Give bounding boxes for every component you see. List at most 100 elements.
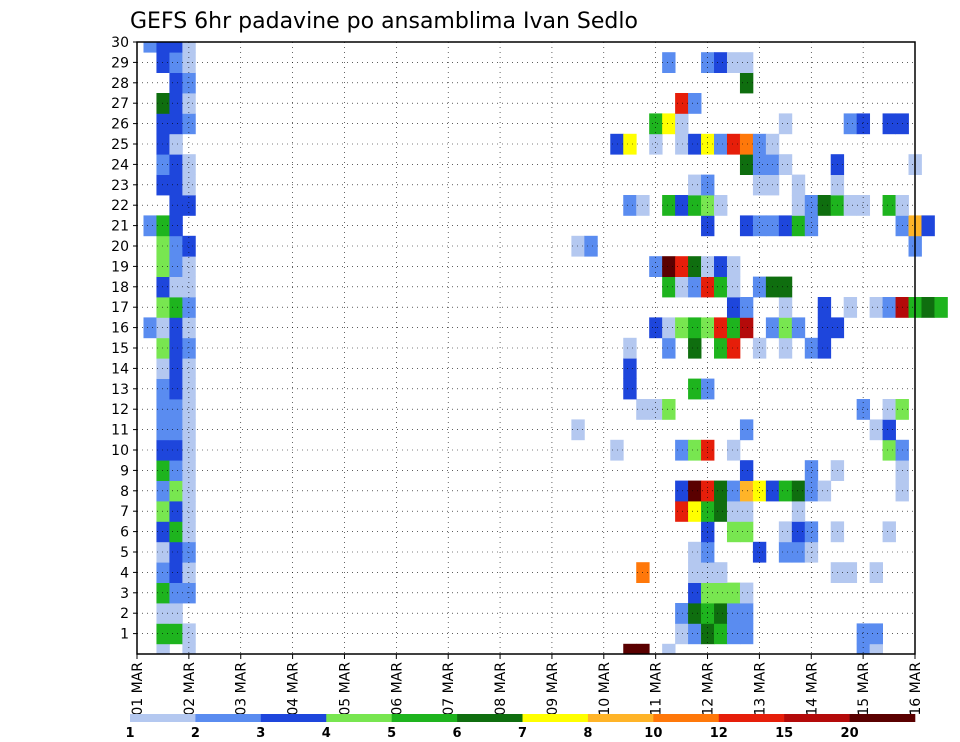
heatmap-cell <box>856 195 871 216</box>
heatmap-cell <box>169 419 183 441</box>
heatmap-cell <box>752 154 767 175</box>
heatmap-cell <box>662 399 676 420</box>
colorbar-label: 12 <box>710 726 728 741</box>
heatmap-cell <box>714 337 728 359</box>
heatmap-cell <box>182 399 196 420</box>
heatmap-cell <box>156 52 170 73</box>
heatmap-cell <box>739 460 754 481</box>
heatmap-cell <box>156 113 170 135</box>
heatmap-cell <box>649 399 663 420</box>
heatmap-cell <box>675 133 689 155</box>
x-tick-label: 05 MAR <box>337 662 353 716</box>
colorbar-label: 4 <box>322 726 331 741</box>
heatmap-cell <box>182 643 196 655</box>
heatmap-cell <box>182 113 196 135</box>
heatmap-cell <box>169 154 183 175</box>
heatmap-cell <box>882 521 896 543</box>
heatmap-cell <box>182 623 196 645</box>
heatmap-cell <box>804 460 819 481</box>
heatmap-cell <box>169 195 183 216</box>
y-tick-label: 15 <box>111 341 129 357</box>
heatmap-cell <box>169 235 183 257</box>
y-tick-label: 5 <box>120 545 129 561</box>
heatmap-cell <box>714 133 728 155</box>
heatmap-cell <box>778 317 793 339</box>
x-tick-label: 11 MAR <box>649 662 665 716</box>
heatmap-cell <box>156 154 170 175</box>
heatmap-cell <box>869 562 883 583</box>
heatmap-cell <box>156 603 170 624</box>
y-tick-label: 2 <box>120 606 129 622</box>
heatmap-cell <box>752 480 767 502</box>
heatmap-cell <box>182 195 196 216</box>
heatmap-cell <box>169 93 183 114</box>
colorbar-swatch <box>784 714 850 722</box>
y-tick-label: 26 <box>111 117 129 133</box>
heatmap-cell <box>739 72 754 94</box>
heatmap-cell <box>739 154 754 175</box>
heatmap-cell <box>156 297 170 318</box>
heatmap-cell <box>143 215 157 237</box>
heatmap-cell <box>182 439 196 461</box>
heatmap-cell <box>688 562 702 583</box>
heatmap-cell <box>169 72 183 94</box>
heatmap-cell <box>714 562 728 583</box>
colorbar-swatch <box>391 714 458 722</box>
heatmap-cell <box>182 358 196 379</box>
heatmap-cell <box>714 623 728 645</box>
y-axis: 1234567891011121314151617181920212223242… <box>111 35 137 643</box>
heatmap-cell <box>662 195 676 216</box>
heatmap-cell <box>869 643 883 655</box>
heatmap-cell <box>636 643 650 655</box>
heatmap-cell <box>714 317 728 339</box>
heatmap-cell <box>869 297 883 318</box>
heatmap-cell <box>156 480 170 502</box>
heatmap-cell <box>623 337 637 359</box>
heatmap-cell <box>778 541 793 563</box>
heatmap-cell <box>675 603 689 624</box>
heatmap-cell <box>662 337 676 359</box>
heatmap-cell <box>169 358 183 379</box>
heatmap-cell <box>688 480 702 502</box>
heatmap-cells <box>143 42 948 655</box>
heatmap-cell <box>675 195 689 216</box>
heatmap-cell <box>778 215 793 237</box>
x-tick-label: 06 MAR <box>389 662 405 716</box>
heatmap-cell <box>675 256 689 277</box>
heatmap-cell <box>739 501 754 522</box>
heatmap-cell <box>778 154 793 175</box>
heatmap-cell <box>182 501 196 522</box>
heatmap-cell <box>882 399 896 420</box>
heatmap-cell <box>675 439 689 461</box>
heatmap-cell <box>675 93 689 114</box>
heatmap-cell <box>156 358 170 379</box>
heatmap-cell <box>688 93 702 114</box>
heatmap-cell <box>804 521 819 543</box>
heatmap-cell <box>714 480 728 502</box>
colorbar-swatch <box>653 714 720 722</box>
heatmap-cell <box>169 297 183 318</box>
y-tick-label: 4 <box>120 565 129 581</box>
heatmap-cell <box>662 256 676 277</box>
colorbar-swatch <box>457 714 523 722</box>
heatmap-cell <box>714 52 728 73</box>
heatmap-cell <box>778 297 793 318</box>
y-tick-label: 22 <box>111 198 129 214</box>
y-tick-label: 16 <box>111 321 129 337</box>
colorbar-swatch <box>326 714 392 722</box>
heatmap-cell <box>169 337 183 359</box>
y-tick-label: 7 <box>120 504 129 520</box>
heatmap-cell <box>675 113 689 135</box>
x-tick-label: 14 MAR <box>804 662 820 716</box>
heatmap-cell <box>804 480 819 502</box>
heatmap-cell <box>623 195 637 216</box>
heatmap-cell <box>791 521 806 543</box>
y-tick-label: 14 <box>111 361 129 377</box>
heatmap-cell <box>156 93 170 114</box>
heatmap-cell <box>882 439 896 461</box>
heatmap-cell <box>739 582 754 604</box>
y-tick-label: 25 <box>111 137 129 153</box>
colorbar-label: 1 <box>125 726 134 741</box>
heatmap-cell <box>778 521 793 543</box>
heatmap-cell <box>856 623 871 645</box>
